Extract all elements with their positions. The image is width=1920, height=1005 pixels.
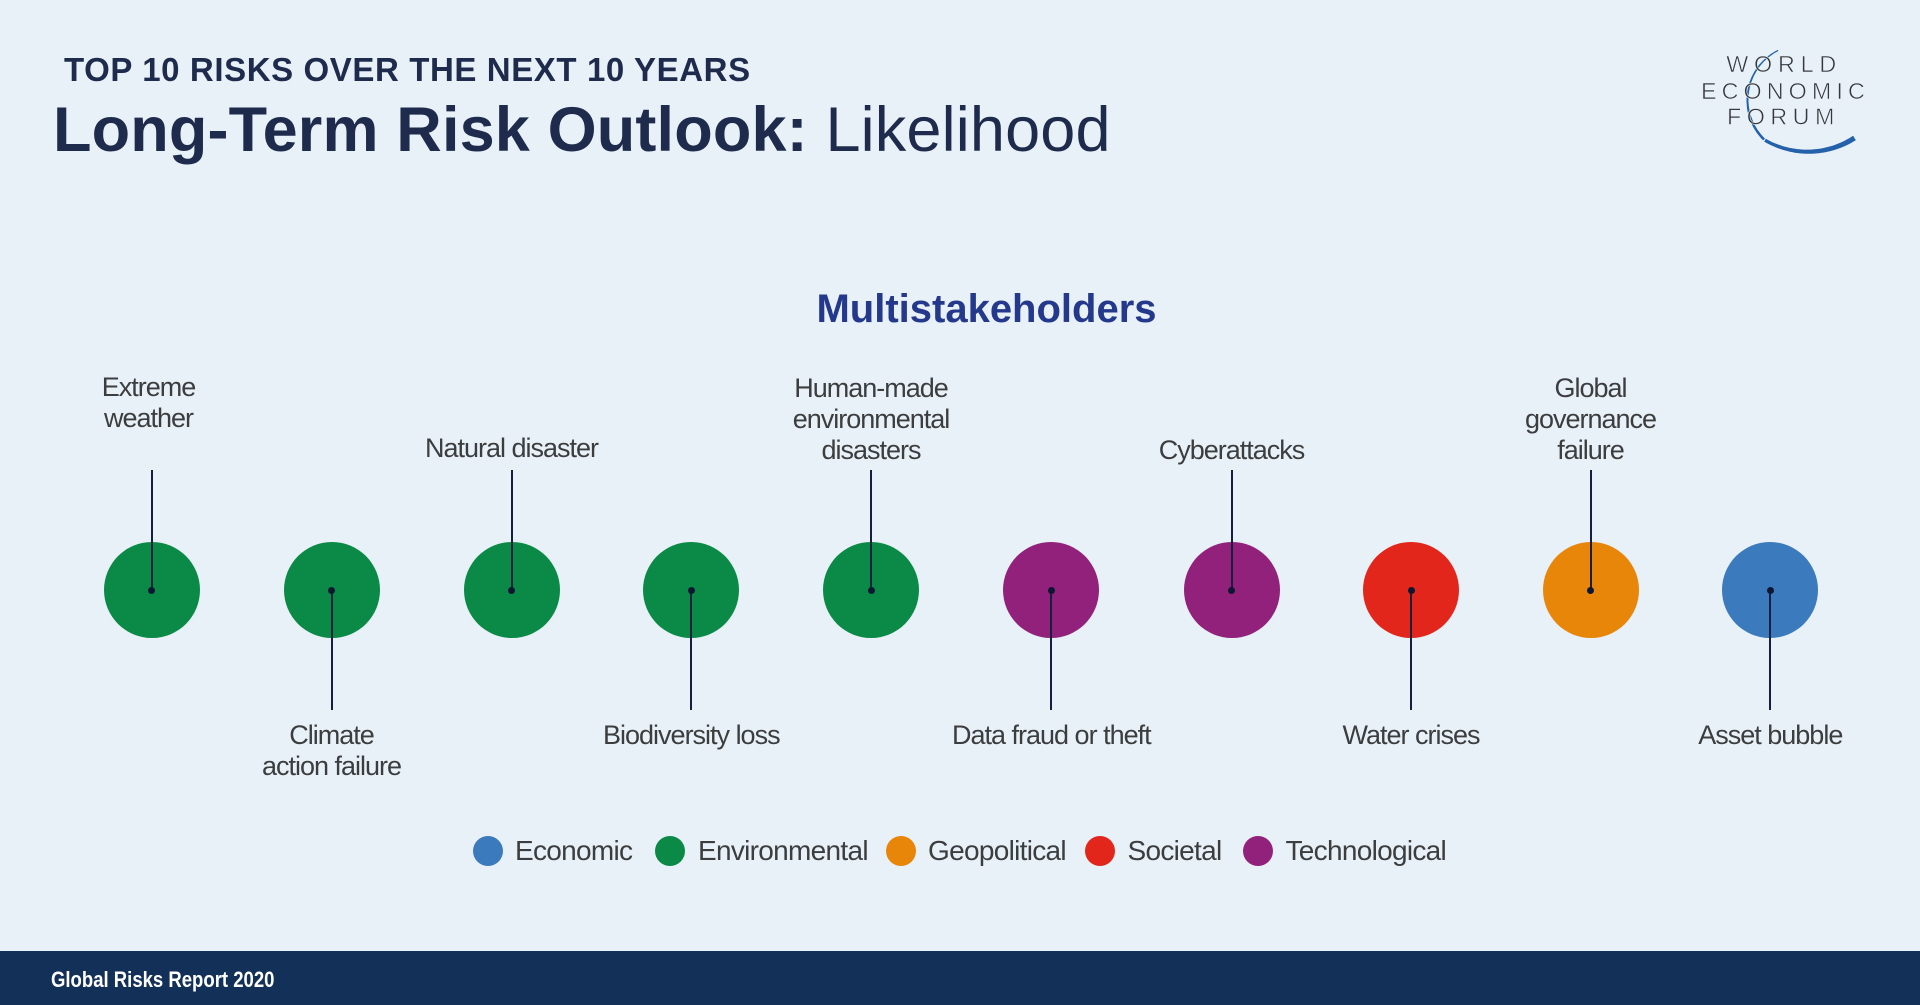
svg-text:FORUM: FORUM <box>1727 104 1834 130</box>
svg-text:WORLD: WORLD <box>1726 51 1836 77</box>
svg-text:ECONOMIC: ECONOMIC <box>1701 78 1865 104</box>
